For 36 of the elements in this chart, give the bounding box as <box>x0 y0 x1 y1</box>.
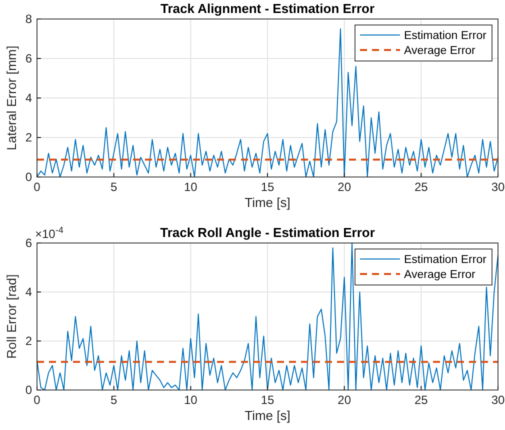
x-tick-label: 30 <box>491 180 505 194</box>
line-series <box>36 242 498 390</box>
x-tick-label: 10 <box>184 180 198 194</box>
x-tick-label: 0 <box>34 393 41 407</box>
x-tick-label: 20 <box>338 393 352 407</box>
text: ×10$^{-4}$ <box>35 225 64 241</box>
y-tick-label: 4 <box>25 285 32 299</box>
y-tick-label: 0 <box>25 383 32 397</box>
y-tick-label: 6 <box>25 52 32 66</box>
y-tick-label: 2 <box>25 130 32 144</box>
x-tick-label: 5 <box>110 393 118 407</box>
y-tick-label: 6 <box>25 236 32 250</box>
x-axis-title: Time [s] <box>244 408 290 423</box>
y-axis-title: Roll Error [rad] <box>4 274 19 359</box>
x-tick-label: 15 <box>260 180 274 194</box>
y-tick-label: 4 <box>25 91 32 105</box>
x-tick-label: 25 <box>414 393 428 407</box>
chart-title: Track Alignment - Estimation Error <box>160 1 375 16</box>
line-series <box>36 28 498 178</box>
legend-label: Average Error <box>404 269 476 281</box>
x-tick-label: 25 <box>414 180 428 194</box>
x-tick-label: 5 <box>110 180 118 194</box>
x-tick-label: 15 <box>260 393 274 407</box>
x-tick-label: 10 <box>184 393 198 407</box>
x-axis-title: Time [s] <box>244 195 290 210</box>
legend-label: Estimation Error <box>404 30 487 42</box>
legend-label: Average Error <box>404 45 476 57</box>
y-tick-label: 2 <box>25 334 32 348</box>
x-tick-label: 0 <box>34 180 41 194</box>
legend-label: Estimation Error <box>404 254 487 266</box>
x-tick-label: 20 <box>338 180 352 194</box>
x-tick-label: 30 <box>491 393 505 407</box>
y-tick-label: 0 <box>25 170 32 184</box>
y-axis-title: Lateral Error [mm] <box>4 46 19 150</box>
chart-title: Track Roll Angle - Estimation Error <box>160 225 375 240</box>
y-tick-label: 8 <box>25 12 32 26</box>
